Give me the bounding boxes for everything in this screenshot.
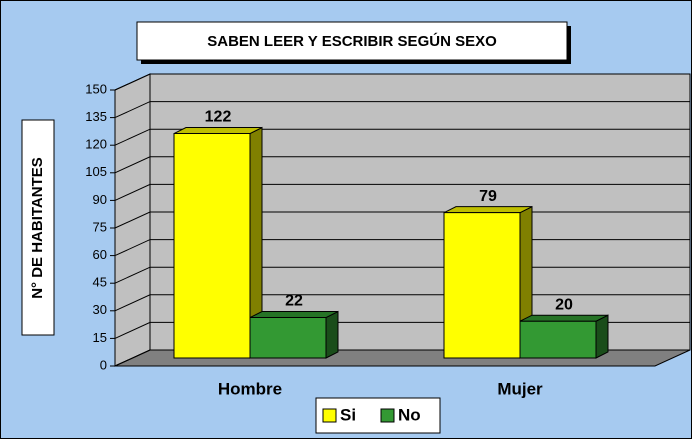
y-tick-label: 15 (93, 330, 107, 345)
data-label: 22 (285, 293, 303, 310)
bar-face (249, 317, 327, 359)
grid-line (114, 101, 690, 119)
chart-title: SABEN LEER Y ESCRIBIR SEGÚN SEXO (207, 32, 497, 50)
data-label: 79 (479, 188, 497, 205)
bar-face (519, 314, 609, 322)
bar-face (595, 314, 609, 359)
data-label: 20 (555, 296, 573, 313)
bar-face (443, 206, 533, 214)
grid-line (114, 128, 690, 146)
y-tick-label: 60 (93, 247, 107, 262)
bar-face (173, 133, 251, 359)
y-tick-label: 90 (93, 192, 107, 207)
legend-label: Si (340, 405, 356, 424)
y-tick-label: 45 (93, 275, 107, 290)
bar (519, 314, 609, 359)
grid-line (114, 73, 690, 91)
grid-line (114, 156, 690, 174)
x-tick-label: Hombre (218, 379, 282, 398)
bar-face (325, 310, 339, 359)
y-axis-label: N° DE HABITANTES (29, 157, 46, 299)
y-tick-label: 120 (85, 137, 107, 152)
y-tick-label: 135 (85, 109, 107, 124)
y-label-box (21, 119, 55, 336)
bar-face (519, 320, 597, 359)
bar-face (249, 311, 339, 319)
y-tick-label: 75 (93, 219, 107, 234)
legend (315, 397, 441, 434)
bar (249, 310, 339, 359)
grid-line (114, 183, 690, 201)
y-tick-label: 150 (85, 81, 107, 96)
bar (173, 126, 263, 359)
bar-face (173, 127, 263, 135)
bar (443, 205, 533, 359)
x-tick-label: Mujer (497, 379, 543, 398)
legend-swatch (322, 408, 337, 423)
legend-swatch (380, 408, 395, 423)
y-tick-label: 105 (85, 164, 107, 179)
bar-face (443, 212, 521, 359)
y-tick-label: 30 (93, 302, 107, 317)
title-box (136, 21, 568, 61)
legend-label: No (398, 405, 421, 424)
data-label: 122 (205, 109, 232, 126)
y-tick-label: 0 (100, 357, 107, 372)
